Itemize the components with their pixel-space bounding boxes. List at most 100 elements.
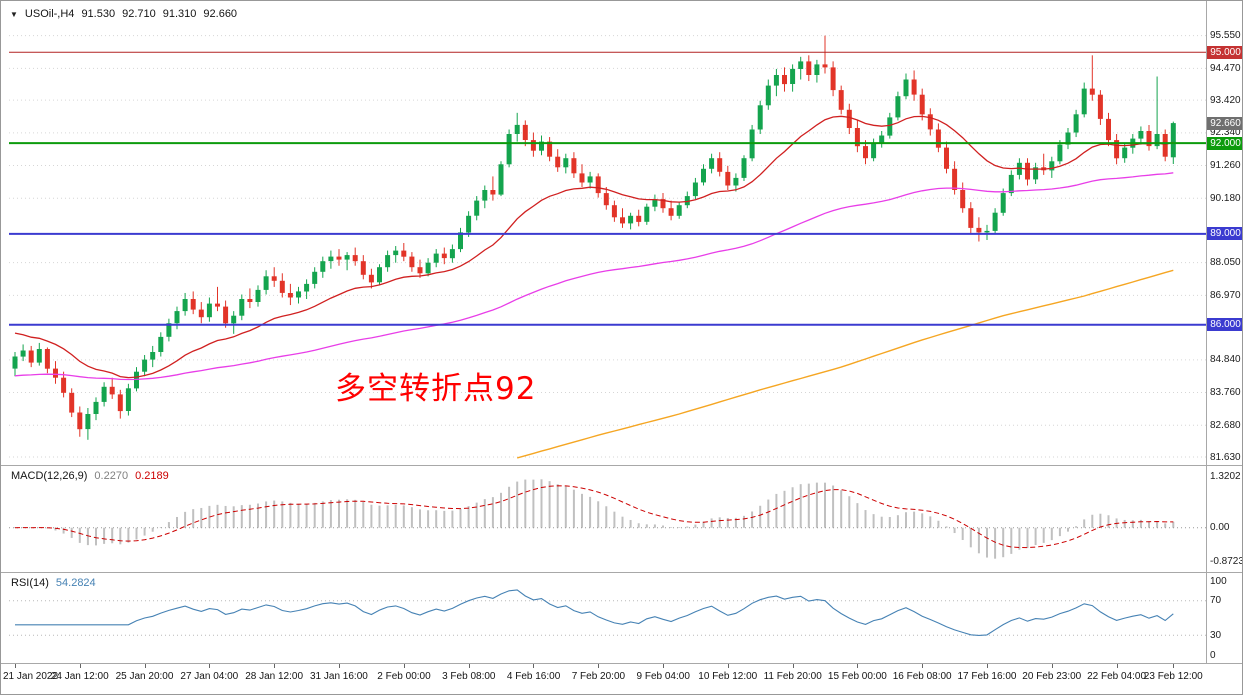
candle	[312, 267, 318, 289]
candle	[53, 361, 58, 384]
candle	[393, 246, 399, 263]
time-axis-label: 4 Feb 16:00	[506, 671, 561, 682]
candle	[215, 286, 220, 312]
time-tick	[922, 664, 924, 668]
candle	[28, 345, 34, 368]
candle	[587, 171, 593, 189]
price-axis-label: 86.970	[1210, 289, 1241, 301]
candle	[522, 120, 528, 147]
candle	[611, 200, 617, 222]
ma-fast-line	[14, 115, 1174, 379]
candle	[692, 177, 698, 200]
candle	[984, 224, 990, 240]
candle	[1081, 82, 1087, 118]
candle	[206, 297, 212, 322]
candle	[109, 377, 115, 399]
candle	[101, 382, 107, 407]
ohlc-close: 92.660	[203, 8, 238, 20]
ohlc-high: 92.710	[122, 8, 156, 20]
price-axis-label: 90.180	[1210, 192, 1241, 204]
candle	[628, 212, 634, 230]
candle	[725, 165, 731, 191]
candle	[944, 141, 949, 174]
candle	[1041, 153, 1047, 175]
candle	[1154, 76, 1160, 150]
candle	[239, 294, 245, 321]
candle	[976, 217, 982, 242]
candle	[1016, 158, 1022, 180]
candle	[676, 202, 682, 219]
rsi-value: 54.2824	[55, 577, 96, 589]
candle	[1000, 188, 1006, 216]
candle	[1089, 55, 1095, 101]
macd-value-main: 0.2270	[94, 470, 129, 482]
time-tick	[274, 664, 276, 668]
symbol-dropdown-icon[interactable]: ▼	[10, 9, 18, 19]
candle	[93, 397, 99, 421]
candle	[782, 67, 787, 92]
time-tick	[79, 664, 81, 668]
price-axis-label: 94.470	[1210, 62, 1241, 74]
candle	[1025, 158, 1030, 186]
candle	[287, 283, 293, 306]
rsi-axis-label: 100	[1210, 576, 1227, 587]
candle	[433, 249, 439, 268]
price-axis-label: 95.550	[1210, 30, 1241, 42]
price-axis-label: 93.420	[1210, 94, 1241, 106]
macd-axis-label: 0.00	[1210, 522, 1230, 534]
candle	[482, 185, 488, 209]
horizontal-level-lines[interactable]	[9, 51, 1206, 326]
time-axis-label: 25 Jan 20:00	[115, 671, 174, 682]
candle	[1106, 112, 1111, 147]
candle	[830, 61, 836, 97]
candle	[717, 152, 723, 177]
candle	[320, 256, 326, 278]
time-axis-label: 28 Jan 12:00	[245, 671, 304, 682]
candle	[514, 112, 520, 142]
candle	[182, 292, 188, 316]
macd-axis-label: -0.8723	[1210, 556, 1243, 567]
candle	[1122, 143, 1128, 163]
price-axis-label: 81.630	[1210, 451, 1241, 463]
macd-value-signal: 0.2189	[135, 470, 169, 482]
candle	[1057, 140, 1063, 165]
candle	[1138, 126, 1144, 145]
time-tick	[15, 664, 16, 668]
time-tick	[339, 664, 340, 668]
candle	[466, 211, 472, 237]
time-axis-label: 7 Feb 20:00	[571, 671, 626, 682]
candle	[733, 173, 739, 192]
chart-title: ▼ USOil-,H4 91.530 92.710 91.310 92.660	[10, 8, 237, 20]
price-scale[interactable]: 95.550 94.470 93.420 92.340 91.260 90.180 88.0…	[1207, 1, 1243, 664]
rsi-indicator-label: RSI(14) 54.2824	[11, 577, 96, 589]
candle	[117, 389, 123, 419]
rsi-axis-label: 0	[1210, 650, 1216, 661]
candle	[846, 103, 852, 135]
candle	[142, 355, 148, 377]
candle	[968, 202, 974, 234]
price-axis-label: 88.050	[1210, 257, 1241, 269]
time-scale[interactable]: 21 Jan 2022 24 Jan 12:00 25 Jan 20:00 27 Ja…	[1, 664, 1242, 694]
time-axis-label: 15 Feb 00:00	[827, 671, 887, 682]
pane-separators[interactable]	[1, 1, 1243, 664]
rsi-name: RSI(14)	[11, 577, 49, 589]
candle	[401, 243, 407, 262]
time-axis-label: 20 Feb 23:00	[1022, 671, 1082, 682]
rsi-axis-label: 70	[1210, 595, 1222, 607]
candle	[992, 208, 998, 234]
time-tick	[1116, 664, 1118, 668]
candle	[190, 291, 196, 315]
candle	[12, 351, 18, 377]
ma-mid-line	[14, 172, 1174, 381]
candle	[895, 91, 901, 121]
candle	[636, 209, 642, 227]
candle	[344, 252, 350, 271]
price-badge: 95.000	[1207, 45, 1242, 59]
candle	[757, 100, 763, 135]
time-axis-label: 2 Feb 00:00	[377, 671, 431, 682]
candle	[368, 268, 374, 289]
candle	[903, 73, 909, 100]
candle	[458, 227, 463, 253]
candle	[296, 286, 301, 304]
